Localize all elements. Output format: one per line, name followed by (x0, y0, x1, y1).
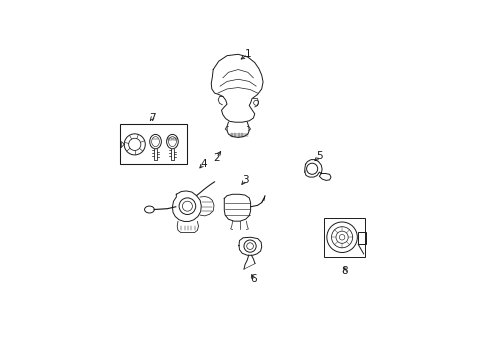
Text: 2: 2 (212, 153, 219, 163)
Text: 8: 8 (341, 266, 347, 276)
Bar (324, 219, 365, 257)
Bar (168, 138, 171, 140)
Text: 7: 7 (148, 113, 155, 123)
Text: 1: 1 (244, 49, 251, 59)
Text: 5: 5 (316, 151, 323, 161)
Text: 3: 3 (241, 175, 248, 185)
Text: 4: 4 (200, 159, 206, 169)
Bar (357, 232, 366, 244)
Bar (173, 138, 176, 140)
Bar (120, 123, 186, 164)
Text: 6: 6 (249, 274, 256, 284)
